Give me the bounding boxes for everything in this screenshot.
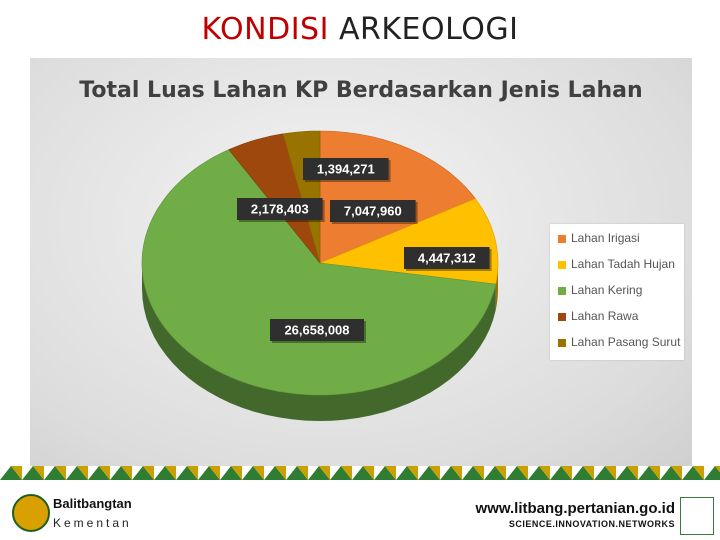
legend-label-2: Lahan Kering	[571, 283, 643, 297]
svg-text:2,178,403: 2,178,403	[251, 202, 309, 217]
legend-swatch-3	[558, 312, 566, 321]
pie-side-2	[142, 263, 496, 421]
legend-item-3: Lahan Rawa	[558, 308, 638, 324]
footer-bar	[0, 466, 720, 540]
slide-title-rest: ARKEOLOGI	[339, 12, 519, 47]
footer-tagline: SCIENCE.INNOVATION.NETWORKS	[508, 519, 675, 529]
slide-title: KONDISI ARKEOLOGI	[0, 12, 720, 47]
legend-swatch-0	[558, 234, 566, 243]
footer-pattern	[0, 466, 720, 540]
legend-item-1: Lahan Tadah Hujan	[558, 256, 675, 272]
pie-chart: 7,047,960 4,447,312 26,658,008 2,178,403 1,3…	[141, 130, 499, 421]
brand-name: Balitbangtan	[53, 496, 132, 511]
legend-label-1: Lahan Tadah Hujan	[571, 257, 675, 271]
org-logo	[680, 497, 714, 535]
legend-item-0: Lahan Irigasi	[558, 230, 640, 246]
data-label-2: 26,658,008	[270, 319, 366, 343]
chart-panel: Total Luas Lahan KP Berdasarkan Jenis La…	[30, 58, 692, 472]
chart-title: Total Luas Lahan KP Berdasarkan Jenis La…	[79, 78, 643, 103]
legend-swatch-1	[558, 260, 566, 269]
pie-slice-2	[141, 149, 497, 396]
legend-label-4: Lahan Pasang Surut	[571, 335, 681, 349]
legend-swatch-2	[558, 286, 566, 295]
svg-text:4,447,312: 4,447,312	[418, 251, 476, 266]
legend-label-3: Lahan Rawa	[571, 309, 639, 323]
data-label-3: 2,178,403	[237, 198, 325, 222]
legend-swatch-4	[558, 338, 566, 347]
brand-subtitle: Kementan	[53, 516, 132, 530]
slide-title-highlight: KONDISI	[201, 12, 329, 47]
legend-label-0: Lahan Irigasi	[571, 231, 640, 245]
svg-text:1,394,271: 1,394,271	[317, 162, 375, 177]
data-label-4: 1,394,271	[303, 158, 391, 182]
footer-url[interactable]: www.litbang.pertanian.go.id	[475, 500, 675, 517]
data-label-0: 7,047,960	[330, 200, 418, 224]
balitbangtan-logo	[12, 494, 50, 532]
svg-text:7,047,960: 7,047,960	[344, 204, 402, 219]
chart-legend: Lahan Irigasi Lahan Tadah Hujan Lahan Keri…	[550, 224, 684, 360]
legend-item-2: Lahan Kering	[558, 282, 642, 298]
legend-item-4: Lahan Pasang Surut	[558, 334, 680, 350]
svg-text:26,658,008: 26,658,008	[284, 323, 349, 338]
data-label-1: 4,447,312	[404, 247, 492, 271]
